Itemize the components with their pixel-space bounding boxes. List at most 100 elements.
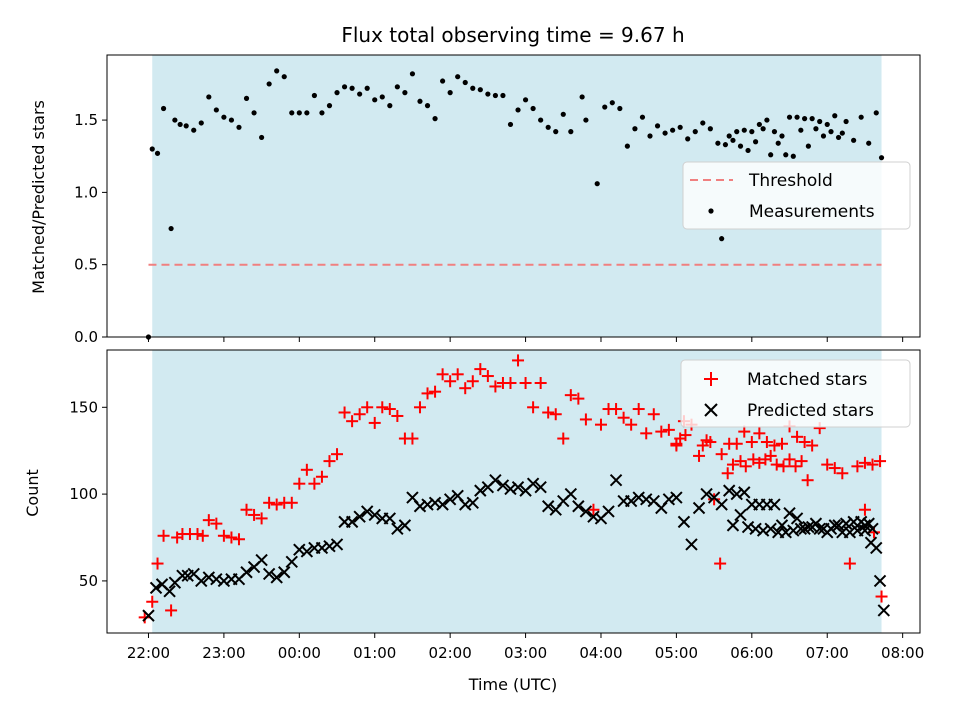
measurement-point [722, 142, 729, 148]
predicted-star-point [677, 515, 691, 529]
predicted-star-point [824, 522, 838, 536]
matched-star-point [255, 512, 268, 525]
predicted-star-point [741, 520, 755, 534]
measurement-point [492, 92, 498, 99]
measurement-point [602, 104, 608, 110]
measurement-point [236, 124, 242, 130]
matched-star-point [338, 406, 351, 419]
matched-star-point [828, 462, 841, 475]
matched-star-point [406, 432, 419, 445]
predicted-star-point [722, 484, 736, 497]
ratio-x-ticks [147, 337, 904, 342]
matched-star-point [768, 439, 781, 452]
measurement-point [790, 153, 796, 159]
matched-star-point [240, 503, 253, 516]
matched-star-point [777, 460, 790, 473]
measurement-point [402, 90, 408, 96]
predicted-star-point [436, 498, 449, 511]
measurement-point [654, 123, 661, 129]
matched-star-point [708, 493, 721, 506]
predicted-star-point [756, 524, 770, 537]
matched-star-point [300, 463, 313, 476]
predicted-star-point [255, 553, 268, 567]
matched-star-point [489, 380, 502, 393]
matched-star-point [285, 496, 298, 509]
matched-star-point [481, 370, 494, 383]
measurement-point [878, 155, 885, 161]
matched-star-point [858, 503, 871, 516]
measurement-point [424, 103, 431, 109]
predicted-star-point [609, 474, 623, 487]
predicted-star-point [734, 508, 747, 522]
measurement-point [828, 129, 834, 135]
matched-star-point [429, 385, 442, 398]
measurement-point [266, 81, 272, 87]
predicted-star-point [692, 501, 706, 515]
matched-star-point [858, 456, 871, 469]
measurement-point [719, 236, 725, 242]
predicted-star-point [632, 491, 645, 504]
measurement-point [417, 98, 423, 104]
matched-star-point [270, 498, 283, 511]
predicted-star-point [572, 500, 585, 513]
matched-star-point [383, 403, 396, 416]
matched-star-point [726, 458, 739, 471]
measurement-point [379, 94, 385, 100]
matched-star-point [679, 429, 692, 442]
predicted-star-point [360, 505, 374, 518]
matched-star-point [225, 531, 238, 544]
matched-star-point [353, 408, 366, 421]
predicted-star-point [195, 574, 208, 588]
measurement-point [779, 133, 785, 139]
ratio-legend: Threshold Measurements [682, 161, 911, 230]
predicted-star-point [413, 500, 427, 513]
matched-star-point [519, 376, 532, 389]
matched-star-point [293, 477, 306, 490]
predicted-star-point [300, 545, 314, 558]
matched-star-point [610, 403, 623, 416]
measurement-point [843, 118, 849, 125]
count-xtick-label: 23:00 [202, 644, 245, 662]
predicted-star-point [700, 487, 713, 501]
predicted-star-point [163, 585, 176, 598]
predicted-star-point [866, 522, 879, 536]
measurement-point [154, 150, 161, 156]
measurement-point [764, 117, 770, 123]
predicted-star-point [794, 522, 808, 536]
predicted-star-point [839, 517, 853, 530]
legend-measurements-swatch [708, 208, 714, 214]
matched-star-point [331, 448, 344, 461]
matched-star-point [836, 467, 849, 480]
count-xtick-label: 00:00 [278, 644, 321, 662]
measurement-point [455, 74, 461, 80]
matched-star-point [795, 455, 808, 468]
matched-star-point [549, 408, 562, 421]
measurement-point [745, 147, 751, 154]
matched-star-point [738, 425, 751, 438]
measurement-point [341, 84, 348, 90]
matched-star-point [557, 432, 570, 445]
measurement-point [632, 126, 638, 132]
matched-star-point [875, 590, 888, 603]
measurement-point [639, 114, 646, 120]
measurement-point [326, 103, 333, 109]
ratio-ytick-label: 1.0 [74, 183, 98, 201]
measurement-point [809, 116, 815, 122]
matched-star-point [368, 416, 381, 429]
predicted-star-point [142, 609, 155, 622]
predicted-star-point [202, 571, 216, 584]
matched-star-point [594, 418, 607, 431]
measurement-point [783, 152, 789, 158]
measurement-point [741, 127, 747, 133]
measurement-point [372, 97, 378, 103]
matched-star-point [474, 363, 487, 376]
measurement-point [177, 121, 183, 128]
matched-star-point [843, 557, 856, 570]
measurement-point [440, 78, 446, 84]
matched-star-point [444, 375, 457, 388]
count-y-ticks: 50 100 150 [69, 398, 107, 590]
predicted-star-point [858, 524, 872, 537]
matched-star-point [391, 409, 404, 422]
measurement-point [387, 103, 393, 109]
